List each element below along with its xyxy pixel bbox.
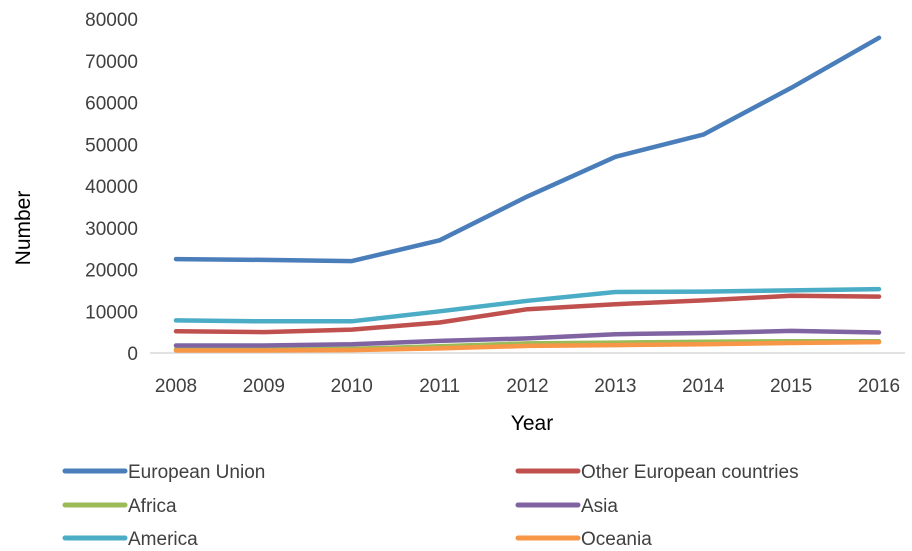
x-tick-label: 2016 bbox=[858, 376, 900, 397]
y-tick-label: 30000 bbox=[85, 219, 138, 240]
x-tick-label: 2010 bbox=[331, 376, 373, 397]
x-tick-label: 2013 bbox=[594, 376, 636, 397]
x-axis-ticks: 2008 2009 2010 2011 2012 2013 2014 2015 2016 bbox=[155, 376, 900, 397]
legend-label: Asia bbox=[581, 496, 618, 517]
y-tick-label: 60000 bbox=[85, 94, 138, 115]
x-tick-label: 2008 bbox=[155, 376, 197, 397]
legend-label: Other European countries bbox=[581, 462, 799, 483]
x-tick-label: 2012 bbox=[506, 376, 548, 397]
series-line-european-union bbox=[173, 35, 882, 264]
y-tick-label: 70000 bbox=[85, 52, 138, 73]
y-axis-title: Number bbox=[12, 191, 35, 266]
series-line-other-european-countries bbox=[173, 293, 882, 335]
y-tick-label: 50000 bbox=[85, 135, 138, 156]
legend-label: America bbox=[128, 529, 198, 550]
legend-item: European Union bbox=[62, 462, 265, 483]
x-tick-label: 2011 bbox=[419, 376, 460, 397]
legend-label: Africa bbox=[128, 496, 177, 517]
y-tick-label: 10000 bbox=[85, 302, 138, 323]
series-line-america bbox=[173, 286, 882, 324]
y-tick-label: 40000 bbox=[85, 177, 138, 198]
series-line-asia bbox=[173, 328, 882, 348]
x-axis-title: Year bbox=[511, 412, 553, 435]
legend-item: America bbox=[62, 529, 198, 550]
x-tick-label: 2015 bbox=[770, 376, 812, 397]
legend-item: Other European countries bbox=[515, 462, 799, 483]
y-tick-label: 80000 bbox=[85, 10, 138, 31]
y-tick-label: 20000 bbox=[85, 261, 138, 282]
legend-label: Oceania bbox=[581, 529, 652, 550]
y-axis-ticks: 0 10000 20000 30000 40000 50000 60000 70000 8000… bbox=[85, 10, 138, 365]
series-lines bbox=[173, 35, 882, 353]
legend: European Union Other European countries Af… bbox=[62, 462, 799, 550]
legend-item: Africa bbox=[62, 496, 177, 517]
legend-item: Asia bbox=[515, 496, 618, 517]
y-tick-label: 0 bbox=[127, 344, 138, 365]
x-tick-label: 2014 bbox=[682, 376, 725, 397]
legend-item: Oceania bbox=[515, 529, 652, 550]
x-tick-label: 2009 bbox=[243, 376, 285, 397]
series-line-oceania bbox=[173, 339, 882, 353]
legend-label: European Union bbox=[128, 462, 265, 483]
